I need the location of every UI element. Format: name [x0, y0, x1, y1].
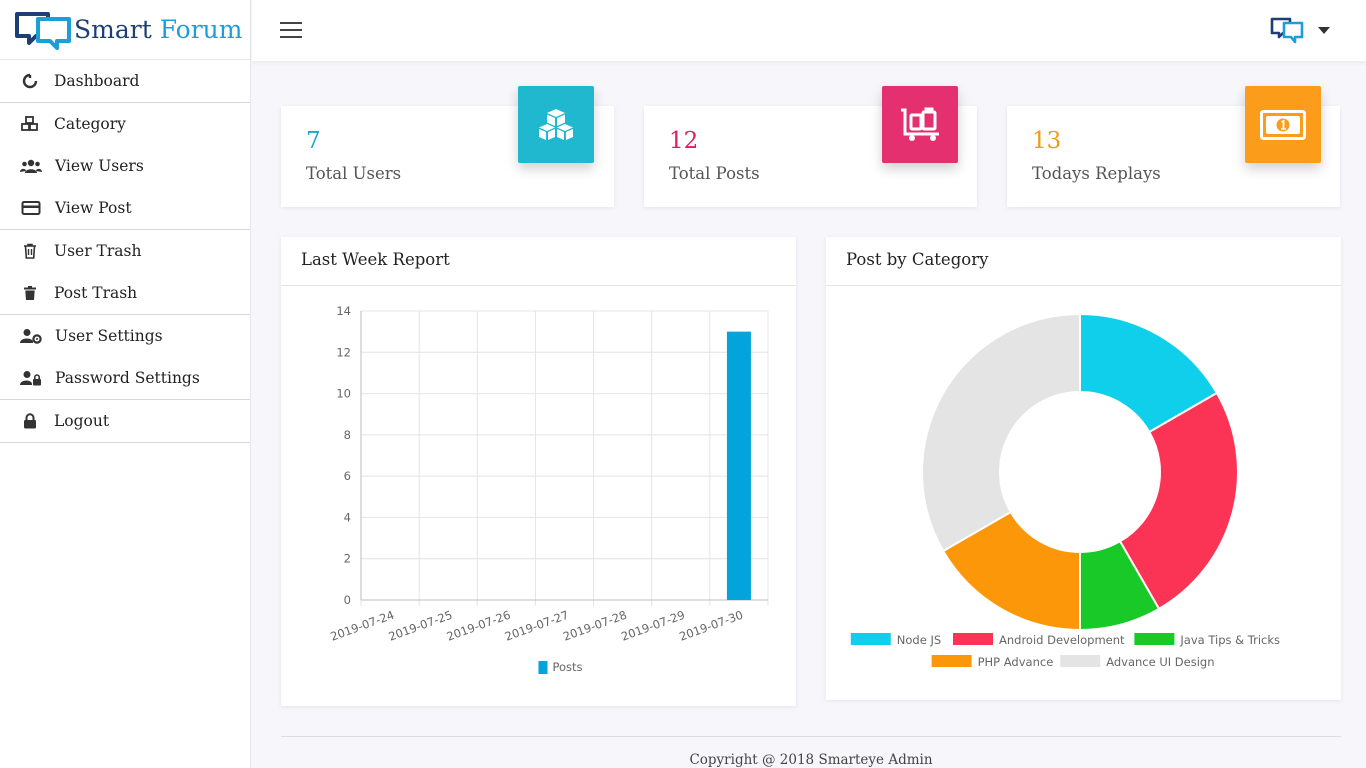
topbar [252, 0, 1366, 61]
cubes-icon [20, 115, 40, 133]
stat-value: 12 [669, 128, 699, 154]
last-week-report-card: Last Week Report 0 2 4 6 8 10 12 14 2019-07-24 20… [281, 237, 796, 706]
sidebar-item-label: View Post [55, 199, 132, 217]
donut-chart: Node JS Android Development Java Tips & Tr… [850, 312, 1280, 669]
money-bill-icon [1260, 109, 1306, 140]
bar-chart: 024681012142019-07-242019-07-252019-07-2… [328, 304, 769, 674]
y-tick-label: 8 [344, 428, 351, 442]
y-tick-label: 2 [344, 552, 351, 566]
sidebar-item-password-settings[interactable]: Password Settings [0, 357, 250, 400]
stat-label: Todays Replays [1032, 164, 1161, 183]
stat-badge [882, 86, 958, 163]
sidebar-item-label: Dashboard [54, 72, 140, 90]
sidebar-item-logout[interactable]: Logout [0, 400, 250, 443]
sidebar-item-label: Category [54, 115, 126, 133]
y-tick-label: 12 [336, 345, 351, 359]
sidebar-item-user-settings[interactable]: User Settings [0, 315, 250, 357]
y-tick-label: 4 [344, 510, 351, 524]
legend-swatch [931, 655, 972, 667]
menu-toggle-icon[interactable] [280, 22, 302, 40]
footer-copyright: Copyright @ 2018 Smarteye Admin [689, 752, 933, 768]
x-tick-label: 2019-07-25 [387, 608, 455, 644]
x-tick-label: 2019-07-29 [619, 608, 687, 644]
footer-divider [281, 736, 1341, 737]
stat-card-total-posts: 12 Total Posts [644, 86, 977, 207]
y-tick-label: 0 [344, 593, 351, 607]
sidebar-menu: Dashboard Category View Users View Post … [0, 60, 250, 443]
stat-label: Total Posts [669, 164, 760, 183]
user-cog-icon [20, 327, 42, 345]
sidebar-item-view-users[interactable]: View Users [0, 145, 250, 187]
stat-label: Total Users [306, 164, 402, 183]
x-tick-label: 2019-07-30 [677, 608, 745, 644]
sidebar-item-label: Password Settings [55, 369, 200, 387]
trash-outline-icon [20, 242, 40, 260]
legend-label: Node JS [897, 633, 941, 647]
legend-label: Posts [553, 660, 583, 674]
luggage-cart-icon [901, 107, 939, 141]
x-tick-label: 2019-07-26 [445, 608, 513, 644]
legend-label: Java Tips & Tricks [1179, 633, 1280, 647]
sidebar-item-post-trash[interactable]: Post Trash [0, 272, 250, 315]
donut-slice [1118, 391, 1239, 611]
stat-card-todays-replays: 13 Todays Replays [1007, 86, 1340, 207]
legend-swatch [1060, 655, 1101, 667]
bar [726, 331, 751, 600]
donut-slice [921, 312, 1081, 553]
sidebar-item-user-trash[interactable]: User Trash [0, 230, 250, 272]
brand-name: Smart Forum [74, 15, 243, 44]
user-lock-icon [20, 369, 42, 387]
y-tick-label: 6 [344, 469, 351, 483]
legend-swatch [1134, 633, 1175, 645]
sidebar-item-category[interactable]: Category [0, 103, 250, 145]
trash-icon [20, 284, 40, 302]
x-tick-label: 2019-07-24 [328, 608, 396, 644]
stat-value: 13 [1032, 128, 1062, 154]
x-tick-label: 2019-07-28 [561, 608, 629, 644]
stat-card-total-users: 7 Total Users [281, 86, 614, 207]
legend-label: Advance UI Design [1106, 655, 1214, 669]
users-icon [20, 157, 42, 175]
y-tick-label: 10 [336, 387, 351, 401]
sidebar: Smart Forum Dashboard Category View User… [0, 0, 251, 768]
card-icon [20, 199, 42, 217]
x-tick-label: 2019-07-27 [503, 608, 571, 644]
sidebar-item-view-post[interactable]: View Post [0, 187, 250, 230]
sidebar-item-label: User Trash [54, 242, 142, 260]
cubes-icon [539, 108, 573, 140]
post-by-category-card: Post by Category Node JS Android Developm… [826, 237, 1341, 700]
sidebar-item-dashboard[interactable]: Dashboard [0, 60, 250, 103]
avatar [1270, 17, 1304, 44]
logo-icon [15, 11, 71, 50]
sidebar-item-label: View Users [55, 157, 144, 175]
y-tick-label: 14 [336, 304, 351, 318]
card-title: Post by Category [826, 237, 1341, 286]
stat-badge [518, 86, 594, 163]
legend-swatch [850, 633, 891, 645]
sidebar-item-label: Logout [54, 412, 110, 430]
stat-badge [1245, 86, 1321, 163]
stat-value: 7 [306, 128, 321, 154]
legend-swatch [538, 661, 548, 674]
legend-label: Android Development [999, 633, 1125, 647]
legend-swatch [953, 633, 993, 645]
brand[interactable]: Smart Forum [0, 0, 250, 60]
card-title: Last Week Report [281, 237, 796, 286]
sidebar-item-label: Post Trash [54, 284, 138, 302]
chevron-down-icon [1318, 26, 1330, 34]
lock-icon [20, 412, 40, 430]
legend-label: PHP Advance [978, 655, 1054, 669]
spinner-icon [20, 72, 40, 90]
user-menu[interactable] [1270, 16, 1330, 44]
sidebar-item-label: User Settings [55, 327, 163, 345]
